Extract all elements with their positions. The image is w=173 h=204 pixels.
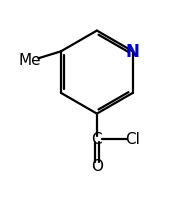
Text: C: C <box>92 132 102 146</box>
Text: N: N <box>126 43 140 61</box>
Text: Me: Me <box>19 53 41 68</box>
Text: Cl: Cl <box>125 132 140 146</box>
Text: O: O <box>91 158 103 173</box>
